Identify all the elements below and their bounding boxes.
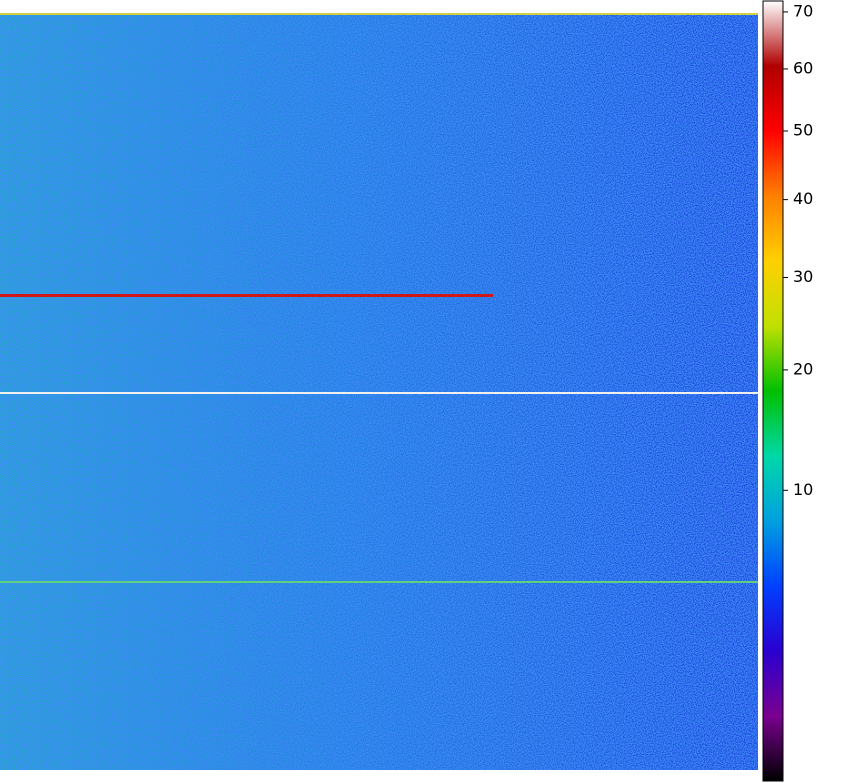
colorbar-tick-label: 70 — [793, 1, 813, 20]
colorbar-tick-label: 50 — [793, 121, 813, 140]
colorbar-tick-label: 10 — [793, 480, 813, 499]
colorbar: 10 20 30 40 50 60 70 — [762, 0, 813, 782]
colorbar-tick-label: 40 — [793, 189, 813, 208]
image — [0, 13, 758, 770]
colorbar-tick-label: 60 — [793, 58, 813, 77]
colorbar-tick-label: 30 — [793, 267, 813, 286]
colorbar-tick-label: 20 — [793, 359, 813, 378]
